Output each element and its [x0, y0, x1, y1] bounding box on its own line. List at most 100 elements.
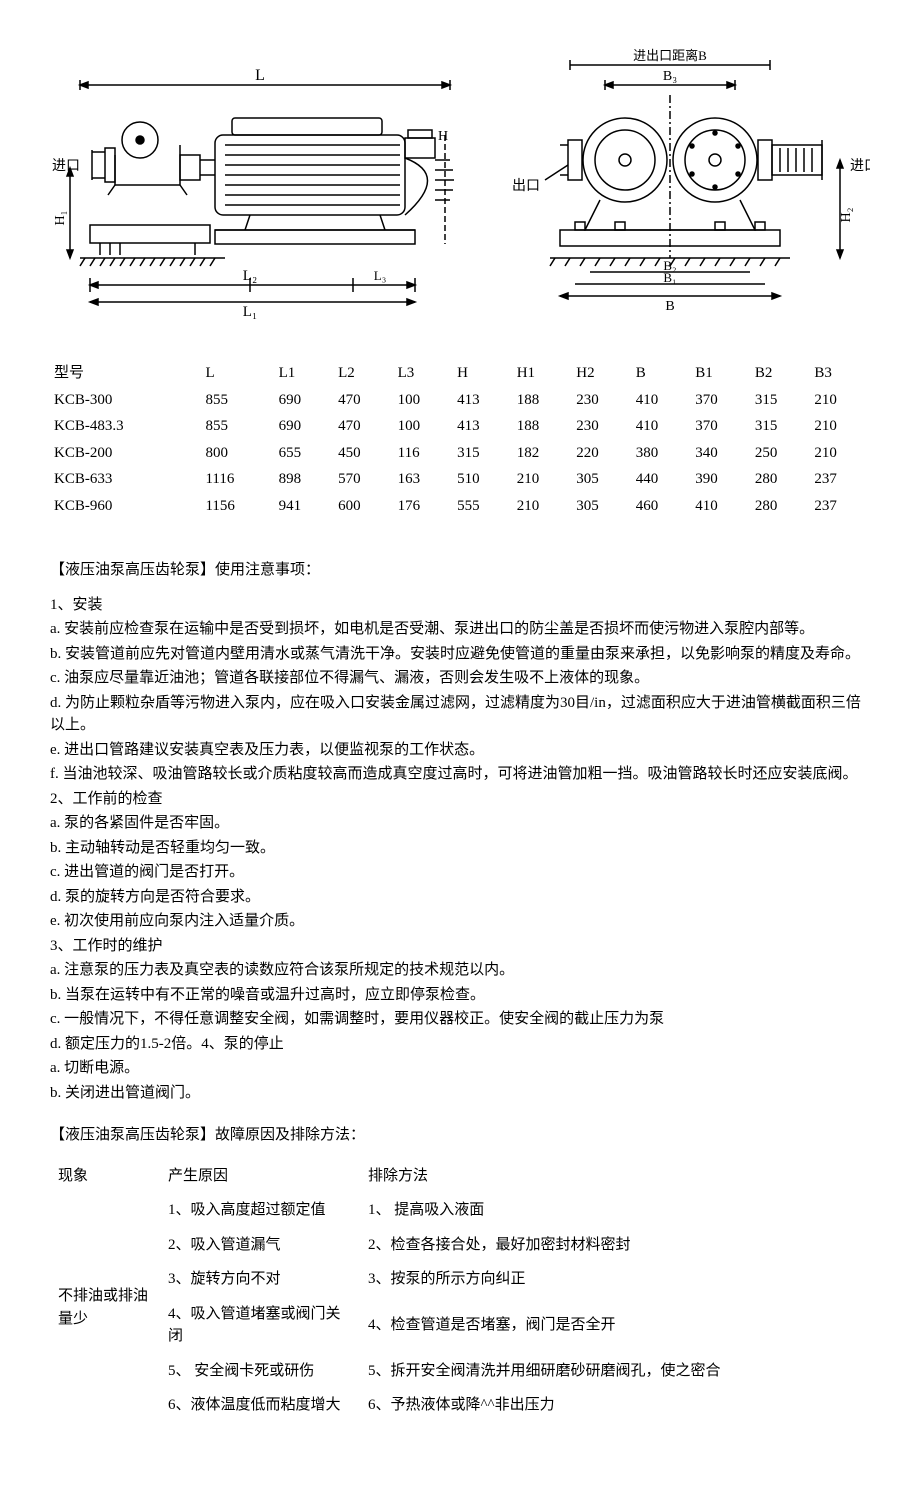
dim-cell: 898: [275, 466, 335, 493]
fault-cause: 3、旋转方向不对: [160, 1262, 360, 1297]
dim-cell: 315: [751, 413, 811, 440]
fault-cause: 2、吸入管道漏气: [160, 1228, 360, 1263]
dim-cell: 210: [810, 387, 870, 414]
fault-cause: 4、吸入管道堵塞或阀门关闭: [160, 1297, 360, 1354]
dim-cell: KCB-960: [50, 493, 201, 520]
dim-cell: 855: [201, 387, 274, 414]
dim-cell: 230: [572, 387, 632, 414]
dim-cell: 450: [334, 440, 394, 467]
dim-cell: 941: [275, 493, 335, 520]
dim-cell: 210: [513, 493, 573, 520]
dim-header: L: [201, 360, 274, 387]
fault-phenomenon: 不排油或排油量少: [50, 1193, 160, 1423]
dim-cell: 690: [275, 387, 335, 414]
dim-cell: 305: [572, 466, 632, 493]
usage-line: b. 主动轴转动是否轻重均匀一致。: [50, 837, 870, 860]
dim-cell: 210: [810, 440, 870, 467]
dim-cell: 690: [275, 413, 335, 440]
usage-line: a. 安装前应检查泵在运输中是否受到损坏，如电机是否受潮、泵进出口的防尘盖是否损…: [50, 618, 870, 641]
usage-line: d. 额定压力的1.5-2倍。4、泵的停止: [50, 1033, 870, 1056]
dim-cell: KCB-300: [50, 387, 201, 414]
dim-cell: 410: [632, 387, 692, 414]
dim-cell: 176: [394, 493, 454, 520]
dim-cell: 220: [572, 440, 632, 467]
label-L3: L₃: [374, 268, 386, 283]
label-inlet-left: 进口: [52, 158, 80, 174]
usage-line: d. 为防止颗粒杂盾等污物进入泵内，应在吸入口安装金属过滤网，过滤精度为30目/…: [50, 692, 870, 737]
usage-line: c. 一般情况下，不得任意调整安全阀，如需调整时，要用仪器校正。使安全阀的截止压…: [50, 1008, 870, 1031]
dim-cell: 855: [201, 413, 274, 440]
usage-line: b. 安装管道前应先对管道内壁用清水或蒸气清洗干净。安装时应避免使管道的重量由泵…: [50, 643, 870, 666]
dim-cell: KCB-483.3: [50, 413, 201, 440]
dim-cell: 410: [632, 413, 692, 440]
usage-line: b. 关闭进出管道阀门。: [50, 1082, 870, 1105]
dim-cell: 440: [632, 466, 692, 493]
dim-header: B1: [691, 360, 751, 387]
usage-line: 3、工作时的维护: [50, 935, 870, 958]
dim-cell: 210: [810, 413, 870, 440]
label-H1: H₁: [53, 211, 68, 226]
table-row: KCB-633111689857016351021030544039028023…: [50, 466, 870, 493]
dim-cell: 280: [751, 493, 811, 520]
dim-cell: 305: [572, 493, 632, 520]
label-L2: L₂: [243, 268, 257, 284]
svg-text:H: H: [438, 129, 448, 144]
fault-row: 不排油或排油量少1、吸入高度超过额定值1、 提高吸入液面: [50, 1193, 870, 1228]
label-B1: B₁: [663, 270, 676, 285]
label-outlet: 出口: [512, 178, 540, 194]
table-row: KCB-483.38556904701004131882304103703152…: [50, 413, 870, 440]
label-L: L: [255, 67, 265, 84]
dim-cell: 100: [394, 413, 454, 440]
usage-line: 1、安装: [50, 594, 870, 617]
dim-cell: 555: [453, 493, 513, 520]
fault-fix: 5、拆开安全阀清洗并用细研磨砂研磨阀孔，使之密合: [360, 1354, 870, 1389]
pump-diagram: L 进口: [50, 40, 870, 320]
usage-line: a. 注意泵的压力表及真空表的读数应符合该泵所规定的技术规范以内。: [50, 959, 870, 982]
usage-line: d. 泵的旋转方向是否符合要求。: [50, 886, 870, 909]
fault-cause: 6、液体温度低而粘度增大: [160, 1388, 360, 1423]
fault-cause: 5、 安全阀卡死或研伤: [160, 1354, 360, 1389]
label-H2: H₂: [839, 207, 854, 222]
dim-cell: 280: [751, 466, 811, 493]
dim-cell: 315: [751, 387, 811, 414]
usage-line: f. 当油池较深、吸油管路较长或介质粘度较高而造成真空度过高时，可将进油管加粗一…: [50, 763, 870, 786]
usage-line: 2、工作前的检查: [50, 788, 870, 811]
label-top-right: 进出口距离B: [633, 48, 707, 63]
fault-fix: 6、予热液体或降^^非出压力: [360, 1388, 870, 1423]
dim-header: H2: [572, 360, 632, 387]
dim-header: L1: [275, 360, 335, 387]
dim-cell: 380: [632, 440, 692, 467]
fault-row: 4、吸入管道堵塞或阀门关闭4、检查管道是否堵塞，阀门是否全开: [50, 1297, 870, 1354]
dim-header: L3: [394, 360, 454, 387]
dim-cell: 315: [453, 440, 513, 467]
dim-cell: 413: [453, 387, 513, 414]
label-L1: L₁: [243, 304, 257, 320]
fault-row: 5、 安全阀卡死或研伤5、拆开安全阀清洗并用细研磨砂研磨阀孔，使之密合: [50, 1354, 870, 1389]
dim-header: B2: [751, 360, 811, 387]
dim-cell: 370: [691, 413, 751, 440]
usage-title: 【液压油泵高压齿轮泵】使用注意事项：: [50, 559, 870, 582]
fault-fix: 2、检查各接合处，最好加密封材料密封: [360, 1228, 870, 1263]
dim-cell: 340: [691, 440, 751, 467]
dim-cell: 800: [201, 440, 274, 467]
dim-cell: 370: [691, 387, 751, 414]
dim-cell: 210: [513, 466, 573, 493]
dim-cell: 250: [751, 440, 811, 467]
usage-line: e. 进出口管路建议安装真空表及压力表，以便监视泵的工作状态。: [50, 739, 870, 762]
dim-cell: KCB-200: [50, 440, 201, 467]
dim-header: B3: [810, 360, 870, 387]
dim-cell: 410: [691, 493, 751, 520]
dim-cell: KCB-633: [50, 466, 201, 493]
fault-header-phenomenon: 现象: [50, 1159, 160, 1194]
fault-fix: 4、检查管道是否堵塞，阀门是否全开: [360, 1297, 870, 1354]
fault-fix: 3、按泵的所示方向纠正: [360, 1262, 870, 1297]
dim-cell: 600: [334, 493, 394, 520]
dim-header: 型号: [50, 360, 201, 387]
dim-cell: 237: [810, 493, 870, 520]
dim-cell: 510: [453, 466, 513, 493]
dim-cell: 655: [275, 440, 335, 467]
table-row: KCB-960115694160017655521030546041028023…: [50, 493, 870, 520]
usage-line: e. 初次使用前应向泵内注入适量介质。: [50, 910, 870, 933]
usage-line: c. 油泵应尽量靠近油池；管道各联接部位不得漏气、漏液，否则会发生吸不上液体的现…: [50, 667, 870, 690]
usage-line: a. 泵的各紧固件是否牢固。: [50, 812, 870, 835]
